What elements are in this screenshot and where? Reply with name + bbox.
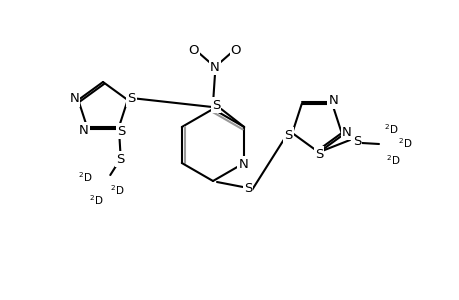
- Text: $^{2}$D: $^{2}$D: [397, 136, 411, 150]
- Text: $^{2}$D: $^{2}$D: [110, 183, 124, 197]
- Text: $^{2}$D: $^{2}$D: [383, 122, 397, 136]
- Text: $^{2}$D: $^{2}$D: [78, 170, 92, 184]
- Text: $^{2}$D: $^{2}$D: [89, 193, 103, 207]
- Text: N: N: [328, 94, 337, 107]
- Text: N: N: [210, 61, 219, 74]
- Text: S: S: [127, 92, 135, 106]
- Text: S: S: [117, 124, 125, 137]
- Text: S: S: [116, 152, 124, 166]
- Text: $^{2}$D: $^{2}$D: [385, 153, 399, 167]
- Text: N: N: [341, 125, 351, 139]
- Text: O: O: [188, 44, 199, 56]
- Text: S: S: [212, 98, 220, 112]
- Text: O: O: [230, 44, 241, 56]
- Text: S: S: [243, 182, 252, 196]
- Text: N: N: [69, 92, 79, 106]
- Text: S: S: [352, 134, 360, 148]
- Text: N: N: [238, 158, 247, 170]
- Text: S: S: [284, 128, 292, 142]
- Text: S: S: [314, 148, 323, 160]
- Text: N: N: [78, 124, 89, 136]
